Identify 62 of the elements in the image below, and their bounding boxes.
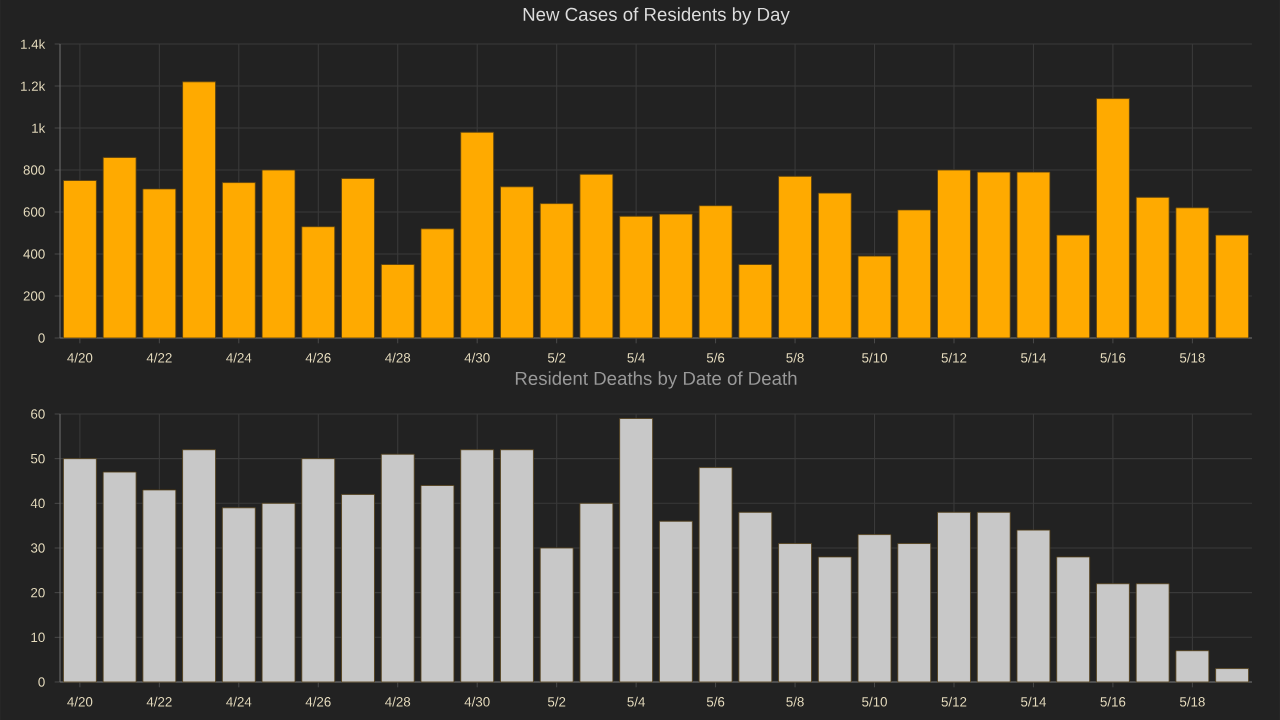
bar [500, 449, 534, 683]
bar [539, 547, 574, 683]
bar [937, 511, 971, 683]
bar [341, 493, 375, 683]
bar [619, 215, 654, 339]
bar [738, 511, 773, 683]
bar [619, 418, 654, 683]
bar [341, 178, 375, 339]
bar [142, 489, 177, 683]
bar [1215, 234, 1250, 339]
bar [1056, 234, 1091, 339]
bar [817, 556, 852, 683]
bar [221, 182, 256, 339]
bar [301, 458, 336, 683]
bar [579, 173, 614, 339]
bar [1175, 650, 1210, 683]
bar [102, 471, 137, 683]
bar [778, 175, 812, 339]
bar [857, 534, 892, 683]
chart-title: New Cases of Residents by Day [523, 7, 790, 25]
bar [1016, 171, 1051, 339]
bar [182, 449, 216, 683]
bar [778, 543, 812, 683]
bar [857, 255, 892, 339]
bar [738, 264, 773, 339]
bar [261, 502, 296, 683]
bar [698, 205, 733, 339]
bar [420, 485, 455, 683]
bar [420, 228, 455, 339]
bar [500, 186, 534, 339]
bar [460, 131, 495, 339]
bar [1056, 556, 1091, 683]
bar [1135, 196, 1170, 339]
bar [460, 449, 495, 683]
bar [976, 171, 1011, 339]
bar [1215, 668, 1250, 683]
bar [976, 511, 1011, 683]
chart-title: Resident Deaths by Date of Death [515, 371, 797, 389]
bar [817, 192, 852, 339]
bar [897, 209, 932, 339]
bar [63, 458, 97, 683]
bar [658, 213, 693, 339]
bar [1096, 583, 1130, 683]
bar [1135, 583, 1170, 683]
bar [1096, 98, 1130, 339]
bar [1016, 529, 1051, 683]
bar [937, 169, 971, 339]
bar [301, 226, 336, 339]
bar [63, 180, 97, 339]
bar [539, 203, 574, 339]
bar [221, 507, 256, 683]
bar [380, 453, 415, 683]
bar [658, 520, 693, 683]
bar [102, 156, 137, 339]
bar [1175, 207, 1210, 339]
bar [380, 264, 415, 339]
bar [579, 502, 614, 683]
bar [698, 467, 733, 683]
bar [897, 543, 932, 683]
bar [182, 81, 216, 339]
bar [261, 169, 296, 339]
bar [142, 188, 177, 339]
